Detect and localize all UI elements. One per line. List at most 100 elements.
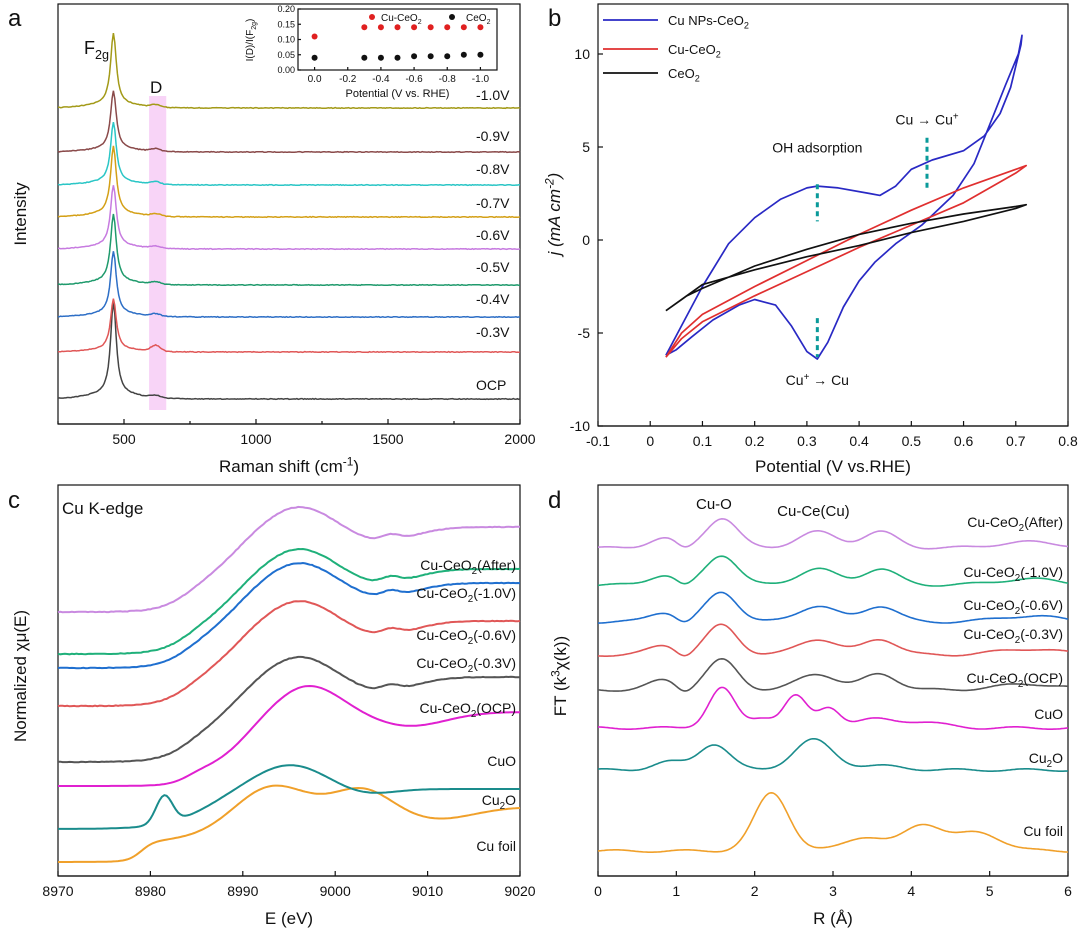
inset-x-tick-label: -0.4	[372, 74, 390, 85]
cv-curve-0	[665, 34, 1023, 360]
panel-d-x-tick-label: 5	[986, 883, 994, 899]
xanes-series-label: Cu foil	[476, 838, 516, 854]
inset-legend-marker	[369, 14, 375, 20]
panel-d-x-tick-label: 2	[751, 883, 759, 899]
inset-point-cu-ceo2	[444, 24, 451, 31]
inset-x-tick-label: -1.0	[472, 74, 490, 85]
inset-y-tick-label: 0.00	[277, 65, 295, 75]
panel-b-y-tick-label: -10	[570, 418, 590, 434]
xanes-series-label: Cu-CeO2(After)	[420, 557, 516, 577]
exafs-series-label: Cu foil	[1023, 823, 1063, 839]
xanes-spectrum-4	[57, 600, 521, 708]
xanes-series-label: CuO	[487, 753, 516, 769]
inset-point-ceo2	[427, 53, 434, 60]
raman-series-label: -0.5V	[476, 259, 510, 275]
panel-c-y-label: Normalized χμ(E)	[11, 610, 30, 742]
panel-b-x-tick-label: 0.6	[954, 433, 974, 449]
panel-d-x-tick-label: 3	[829, 883, 837, 899]
inset-point-ceo2	[394, 54, 401, 61]
raman-spectrum-0	[57, 302, 521, 401]
raman-spectrum-6	[57, 121, 521, 187]
panel-a-x-tick-label: 1000	[240, 431, 271, 447]
exafs-spectrum-0	[597, 791, 1069, 853]
oh-adsorption-label: OH adsorption	[772, 140, 862, 156]
panel-b-y-tick-label: 10	[574, 46, 590, 62]
panel-d-x-tick-label: 1	[672, 883, 680, 899]
raman-series-label: -0.3V	[476, 324, 510, 340]
raman-series-label: -0.9V	[476, 128, 510, 144]
legend-label-1: Cu-CeO2	[668, 42, 721, 60]
panel-b-x-tick-label: 0.4	[849, 433, 869, 449]
inset-point-cu-ceo2	[411, 24, 418, 31]
panel-letter-b: b	[548, 5, 561, 32]
inset-x-tick-label: 0.0	[308, 74, 322, 85]
panel-b-x-tick-label: 0	[646, 433, 654, 449]
inset-point-ceo2	[311, 54, 318, 61]
raman-series-label: -0.4V	[476, 291, 510, 307]
xanes-series-label: Cu2O	[482, 792, 516, 812]
panel-a-x-tick-label: 2000	[504, 431, 535, 447]
panel-c-x-tick-label: 9010	[412, 883, 443, 899]
panel-c-x-tick-label: 9020	[504, 883, 535, 899]
inset-y-tick-label: 0.05	[277, 50, 295, 60]
raman-spectrum-8	[58, 32, 521, 110]
panel-b-x-tick-label: 0.5	[902, 433, 922, 449]
xanes-spectrum-0	[58, 784, 521, 863]
panel-d-x-tick-label: 4	[907, 883, 915, 899]
panel-c-x-tick-label: 9000	[320, 883, 351, 899]
reduction-label: Cu+ → Cu	[786, 372, 849, 388]
panel-b-y-tick-label: 5	[582, 139, 590, 155]
exafs-series-label: Cu-CeO2(-0.3V)	[963, 626, 1063, 646]
chart-layer: OCP -0.3V -0.4V -0.5V -0.6V -0.7V -0.8V -0.9V -1…	[8, 3, 1078, 928]
inset-legend-label: Cu-CeO2	[381, 13, 422, 26]
inset-x-tick-label: -0.6	[405, 74, 423, 85]
panel-b-x-tick-label: -0.1	[586, 433, 610, 449]
exafs-series-label: Cu-CeO2(-0.6V)	[963, 597, 1063, 617]
inset-point-cu-ceo2	[460, 24, 467, 31]
inset-point-cu-ceo2	[427, 24, 434, 31]
raman-series-label: -0.6V	[476, 227, 510, 243]
inset-legend-label: CeO2	[466, 13, 491, 26]
raman-series-label: -1.0V	[476, 87, 510, 103]
raman-spectrum-7	[57, 90, 521, 154]
cu-o-label: Cu-O	[696, 496, 732, 513]
panel-letter-a: a	[8, 5, 22, 32]
panel-b-x-tick-label: 0.1	[693, 433, 713, 449]
cu-ce-label: Cu-Ce(Cu)	[777, 503, 850, 520]
xanes-spectrum-3	[58, 655, 520, 764]
exafs-series-label: Cu-CeO2(After)	[967, 514, 1063, 534]
panel-b-x-tick-label: 0.8	[1058, 433, 1078, 449]
exafs-spectrum-2	[597, 686, 1069, 730]
inset-x-tick-label: -0.8	[439, 74, 457, 85]
raman-spectrum-3	[57, 213, 520, 287]
inset-point-cu-ceo2	[377, 24, 384, 31]
exafs-spectrum-7	[597, 517, 1069, 550]
inset-point-cu-ceo2	[361, 24, 368, 31]
panel-b-y-label: j (mA cm-2)	[543, 173, 565, 258]
panel-a-x-tick-label: 1500	[372, 431, 403, 447]
inset-point-cu-ceo2	[311, 33, 318, 40]
xanes-spectrum-2	[58, 684, 520, 787]
panel-d-x-tick-label: 0	[594, 883, 602, 899]
oxidation-label: Cu → Cu+	[895, 111, 959, 127]
legend-label-2: CeO2	[668, 66, 700, 84]
panel-d-y-label: FT (k3χ(k))	[549, 636, 571, 716]
xanes-series-label: Cu-CeO2(-1.0V)	[416, 585, 516, 605]
exafs-series-label: CuO	[1034, 706, 1063, 722]
inset-legend-marker	[449, 14, 455, 20]
inset-point-ceo2	[411, 53, 418, 60]
exafs-series-label: Cu2O	[1029, 750, 1063, 770]
inset-y-tick-label: 0.20	[277, 4, 295, 14]
panel-d-x-label: R (Å)	[813, 909, 853, 928]
xanes-spectrum-1	[58, 764, 520, 830]
panel-c-x-tick-label: 8970	[42, 883, 73, 899]
panel-a-x-label: Raman shift (cm-1)	[219, 455, 359, 477]
raman-spectrum-5	[57, 145, 521, 219]
inset-y-tick-label: 0.15	[277, 19, 295, 29]
inset-y-label: I(D)/I(F2g)	[245, 19, 258, 62]
panel-b-y-tick-label: -5	[578, 325, 591, 341]
panel-a-y-label: Intensity	[11, 182, 30, 246]
xanes-series-label: Cu-CeO2(OCP)	[420, 700, 516, 720]
inset-point-ceo2	[361, 54, 368, 61]
